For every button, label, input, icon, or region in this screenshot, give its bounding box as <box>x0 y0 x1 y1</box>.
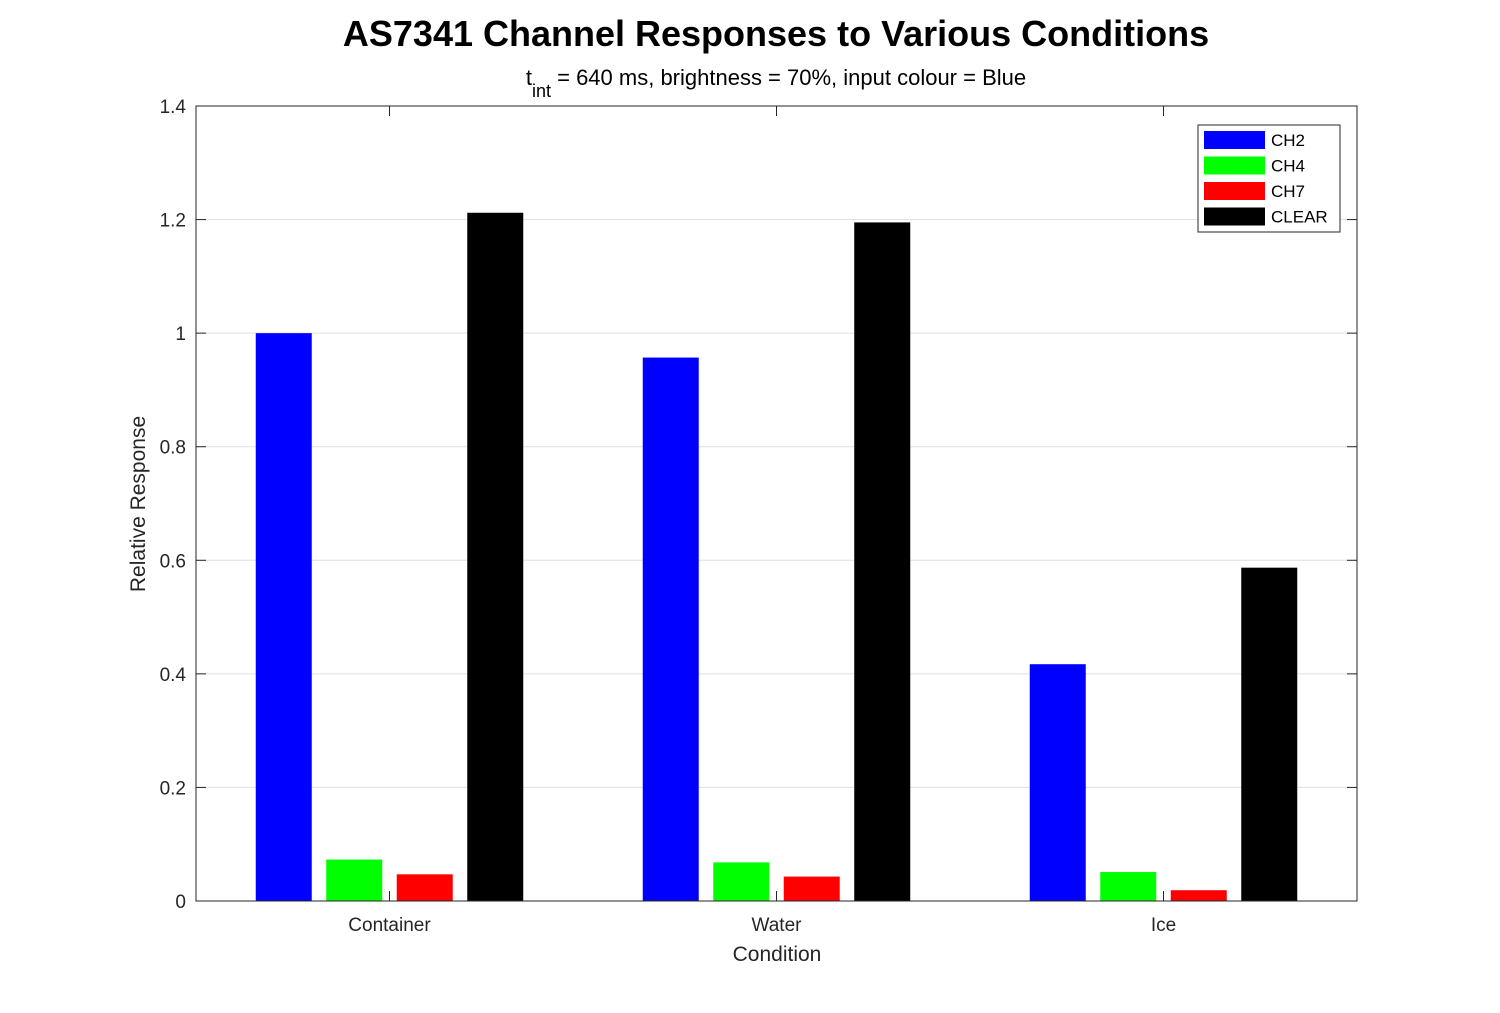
bar-ch7-water <box>783 876 840 901</box>
y-tick-label: 1 <box>175 324 186 345</box>
bar-ch4-ice <box>1100 872 1157 901</box>
legend-label-ch7: CH7 <box>1271 182 1305 201</box>
plot-background <box>196 106 1357 901</box>
bar-clear-water <box>854 222 911 902</box>
legend-swatch-ch2 <box>1204 131 1265 149</box>
y-axis-label: Relative Response <box>127 416 150 592</box>
bar-clear-ice <box>1241 567 1298 901</box>
legend: CH2 CH4 CH7 CLEAR <box>1197 124 1341 233</box>
y-tick-label: 1.2 <box>160 211 186 232</box>
x-tick-label: Container <box>348 915 431 936</box>
bar-ch4-water <box>713 862 770 901</box>
subtitle-rest: = 640 ms, brightness = 70%, input colour… <box>551 65 1026 90</box>
grid-lines <box>196 219 1357 788</box>
legend-swatch-ch4 <box>1204 156 1265 175</box>
legend-label-ch2: CH2 <box>1271 131 1305 150</box>
x-axis-label: Condition <box>733 943 822 966</box>
subtitle-t: t <box>526 65 532 90</box>
chart-title: AS7341 Channel Responses to Various Cond… <box>343 13 1209 54</box>
bars <box>255 212 1298 902</box>
bar-ch2-ice <box>1029 664 1086 901</box>
legend-swatch-ch7 <box>1204 182 1265 200</box>
y-tick-label: 1.4 <box>160 97 187 118</box>
y-tick-label: 0 <box>175 892 186 913</box>
x-tick-label: Water <box>752 915 803 936</box>
tick-labels: 0 0.2 0.4 0.6 0.8 1 1.2 1.4 Container Water Ice <box>160 97 1177 936</box>
axes <box>195 105 1358 902</box>
bar-ch2-container <box>255 333 312 902</box>
bar-ch2-water <box>642 357 699 902</box>
y-tick-label: 0.6 <box>160 551 186 572</box>
legend-label-clear: CLEAR <box>1271 208 1328 227</box>
legend-label-ch4: CH4 <box>1271 157 1305 176</box>
legend-swatch-clear <box>1204 207 1265 226</box>
subtitle-t-subscript: int <box>532 81 551 101</box>
plot-area <box>196 106 1357 901</box>
y-tick-label: 0.8 <box>160 438 186 459</box>
y-tick-label: 0.2 <box>160 778 186 799</box>
x-tick-label: Ice <box>1151 915 1176 936</box>
chart-subtitle: tint = 640 ms, brightness = 70%, input c… <box>526 65 1026 101</box>
y-tick-label: 0.4 <box>160 665 187 686</box>
bar-clear-container <box>467 212 524 901</box>
bar-ch4-container <box>326 859 383 901</box>
bar-ch7-ice <box>1170 890 1227 901</box>
bar-ch7-container <box>396 874 453 901</box>
